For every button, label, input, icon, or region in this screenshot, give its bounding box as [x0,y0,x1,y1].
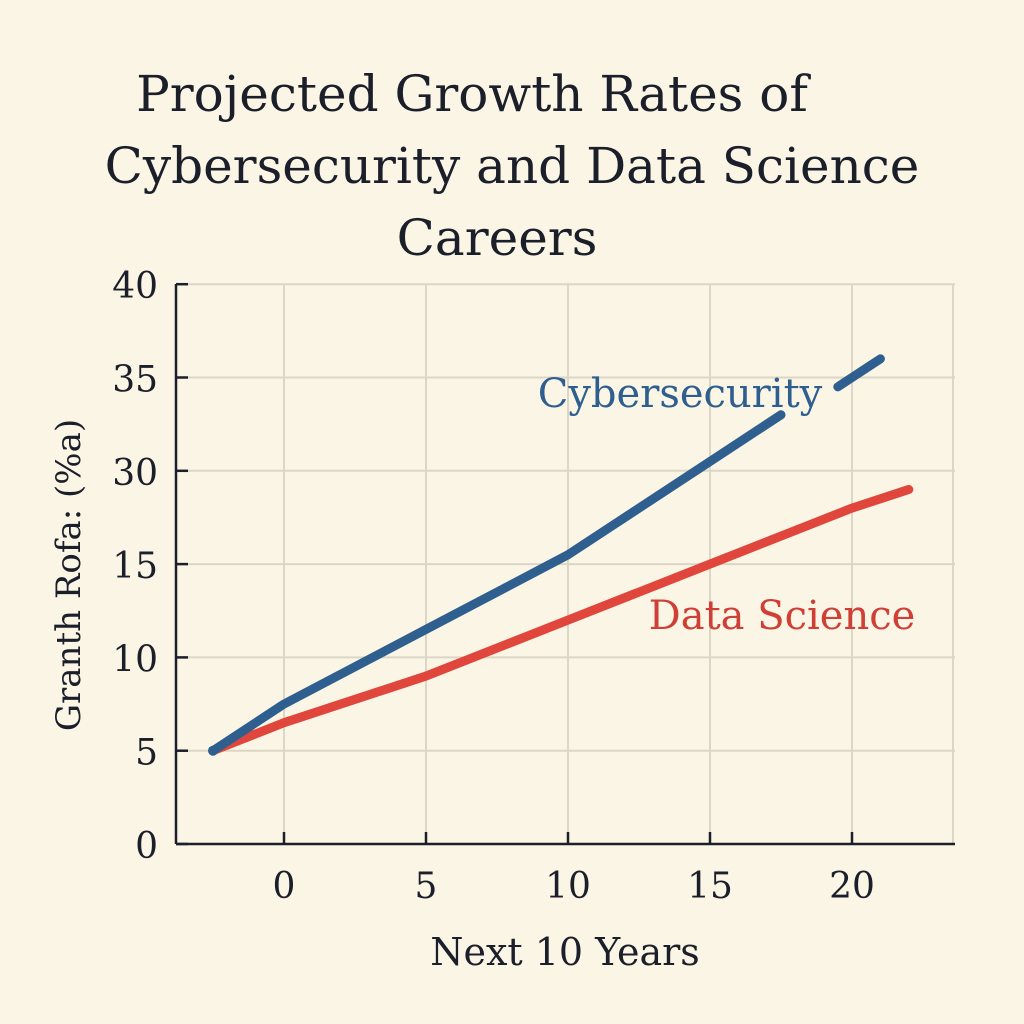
series-line-cybersecurity-end [833,354,885,392]
y-tick-label: 40 [112,266,158,307]
y-tick-label: 10 [112,639,158,680]
chart-title: Projected Growth Rates of Cybersecurity … [0,58,1024,274]
y-axis-label: Granth Rofa: (%a) [49,419,89,731]
x-tick-label: 15 [687,866,733,907]
grid [176,283,955,844]
x-axis-label: Next 10 Years [430,930,700,974]
x-tick-label: 5 [415,866,438,907]
y-tick-label: 15 [112,546,158,587]
title-line-3: Careers [396,209,598,267]
series-label-cybersecurity: Cybersecurity [538,371,823,417]
series-line-cybersecurity [208,410,786,756]
y-tick-label: 0 [135,826,158,867]
title-line-2: Cybersecurity and Data Science [104,137,920,195]
series-label-data-science: Data Science [649,593,916,639]
x-tick-label: 10 [545,866,591,907]
y-tick-label: 30 [112,453,158,494]
x-tick-label: 0 [273,866,296,907]
axes [174,282,955,846]
tick-labels: 0 5 10 15 30 35 40 0 5 10 15 20 [112,266,875,907]
title-line-1: Projected Growth Rates of [136,65,808,123]
x-tick-label: 20 [829,866,875,907]
series-point-start [208,745,218,756]
series-line-data-science [208,484,914,756]
y-tick-label: 5 [135,733,158,774]
series-lines [208,354,914,756]
y-tick-label: 35 [112,360,158,401]
